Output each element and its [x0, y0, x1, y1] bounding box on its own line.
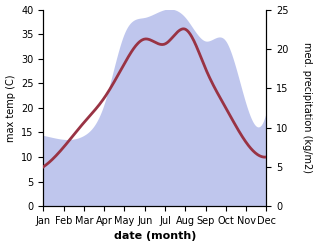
- X-axis label: date (month): date (month): [114, 231, 196, 242]
- Y-axis label: max temp (C): max temp (C): [5, 74, 16, 142]
- Y-axis label: med. precipitation (kg/m2): med. precipitation (kg/m2): [302, 42, 313, 173]
